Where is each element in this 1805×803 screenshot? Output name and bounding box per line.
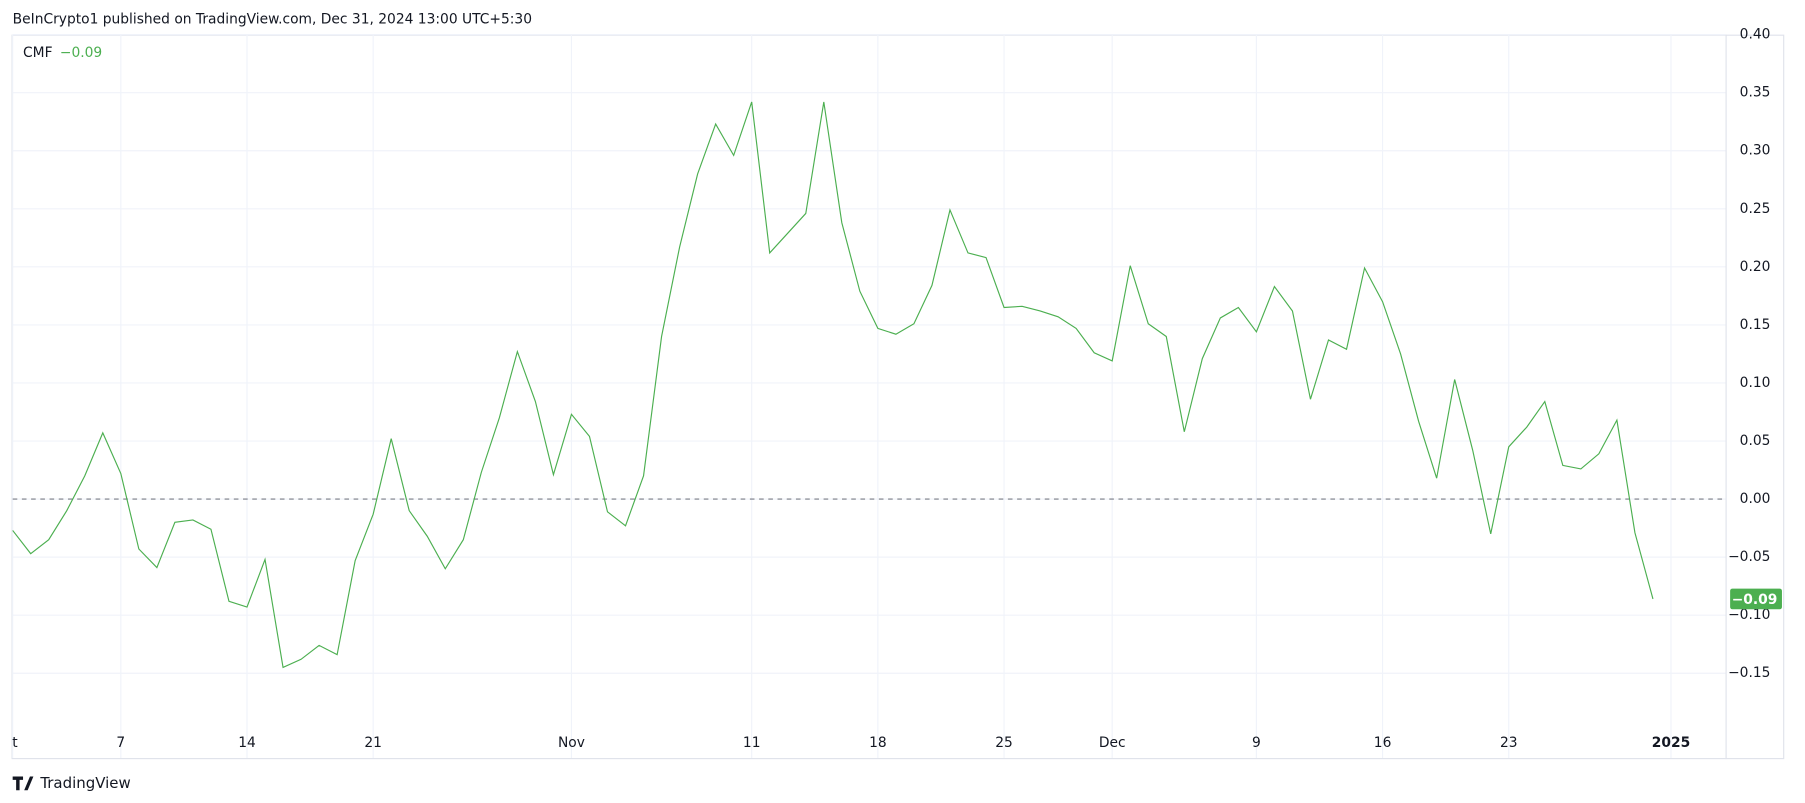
y-tick-label: 0.00 bbox=[1740, 491, 1771, 507]
price-tag-label: −0.09 bbox=[1732, 592, 1778, 608]
footer-logo: TradingView bbox=[12, 774, 131, 792]
y-tick-label: 0.10 bbox=[1740, 375, 1771, 391]
x-tick-label: t bbox=[12, 735, 18, 751]
grid bbox=[12, 34, 1726, 759]
x-tick-label: Dec bbox=[1099, 735, 1126, 751]
x-tick-label: 23 bbox=[1500, 735, 1518, 751]
y-tick-label: 0.40 bbox=[1740, 27, 1771, 43]
x-tick-label: 18 bbox=[869, 735, 887, 751]
legend-value: −0.09 bbox=[60, 45, 102, 61]
x-tick-label: 14 bbox=[238, 735, 256, 751]
x-tick-label: Nov bbox=[558, 735, 585, 751]
y-tick-label: 0.25 bbox=[1740, 201, 1771, 217]
x-tick-label: 2025 bbox=[1652, 735, 1690, 751]
y-tick-label: −0.05 bbox=[1728, 549, 1770, 565]
y-tick-label: 0.35 bbox=[1740, 85, 1771, 101]
header: BeInCrypto1 published on TradingView.com… bbox=[13, 12, 532, 28]
y-tick-label: 0.05 bbox=[1740, 433, 1771, 449]
y-tick-label: −0.15 bbox=[1728, 665, 1770, 681]
x-tick-label: 7 bbox=[116, 735, 125, 751]
x-tick-label: 16 bbox=[1374, 735, 1392, 751]
line-series bbox=[12, 101, 1654, 669]
x-tick-label: 11 bbox=[743, 735, 761, 751]
y-tick-label: −0.10 bbox=[1728, 607, 1770, 623]
marks bbox=[12, 101, 1726, 669]
footer-text: TradingView bbox=[39, 774, 130, 792]
legend-name: CMF bbox=[23, 45, 53, 61]
y-tick-label: 0.15 bbox=[1740, 317, 1771, 333]
x-tick-label: 25 bbox=[995, 735, 1013, 751]
y-tick-label: 0.30 bbox=[1740, 143, 1771, 159]
y-tick-label: 0.20 bbox=[1740, 259, 1771, 275]
x-tick-label: 9 bbox=[1252, 735, 1261, 751]
price-tag bbox=[1730, 588, 1782, 610]
x-tick-label: 21 bbox=[364, 735, 382, 751]
